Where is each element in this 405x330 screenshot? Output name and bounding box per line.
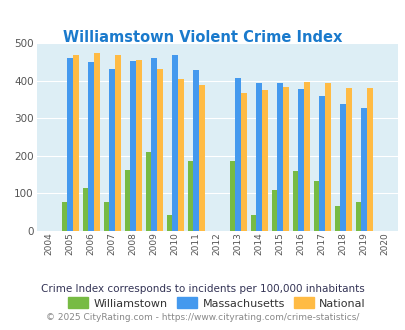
Text: Williamstown Violent Crime Index: Williamstown Violent Crime Index	[63, 30, 342, 45]
Bar	[229, 161, 235, 231]
Bar	[298, 89, 303, 231]
Bar	[62, 202, 67, 231]
Bar	[88, 62, 94, 231]
Text: Crime Index corresponds to incidents per 100,000 inhabitants: Crime Index corresponds to incidents per…	[41, 284, 364, 294]
Bar	[136, 60, 141, 231]
Bar	[130, 61, 136, 231]
Bar	[303, 82, 309, 231]
Bar	[250, 215, 256, 231]
Bar	[166, 215, 172, 231]
Bar	[277, 83, 282, 231]
Bar	[324, 83, 330, 231]
Bar	[241, 93, 246, 231]
Bar	[193, 70, 198, 231]
Bar	[187, 161, 193, 231]
Bar	[313, 181, 319, 231]
Bar	[334, 206, 339, 231]
Bar	[109, 69, 115, 231]
Bar	[177, 79, 183, 231]
Bar	[256, 83, 261, 231]
Bar	[83, 188, 88, 231]
Bar	[366, 88, 372, 231]
Bar	[94, 53, 99, 231]
Bar	[319, 96, 324, 231]
Bar	[145, 152, 151, 231]
Bar	[235, 78, 241, 231]
Text: © 2025 CityRating.com - https://www.cityrating.com/crime-statistics/: © 2025 CityRating.com - https://www.city…	[46, 313, 359, 322]
Bar	[103, 202, 109, 231]
Bar	[282, 87, 288, 231]
Legend: Williamstown, Massachusetts, National: Williamstown, Massachusetts, National	[64, 293, 369, 313]
Bar	[339, 104, 345, 231]
Bar	[271, 190, 277, 231]
Bar	[261, 89, 267, 231]
Bar	[157, 69, 162, 231]
Bar	[355, 202, 360, 231]
Bar	[345, 88, 351, 231]
Bar	[360, 108, 366, 231]
Bar	[73, 54, 79, 231]
Bar	[172, 55, 177, 231]
Bar	[67, 58, 73, 231]
Bar	[198, 85, 204, 231]
Bar	[151, 58, 157, 231]
Bar	[292, 171, 298, 231]
Bar	[115, 55, 120, 231]
Bar	[124, 170, 130, 231]
